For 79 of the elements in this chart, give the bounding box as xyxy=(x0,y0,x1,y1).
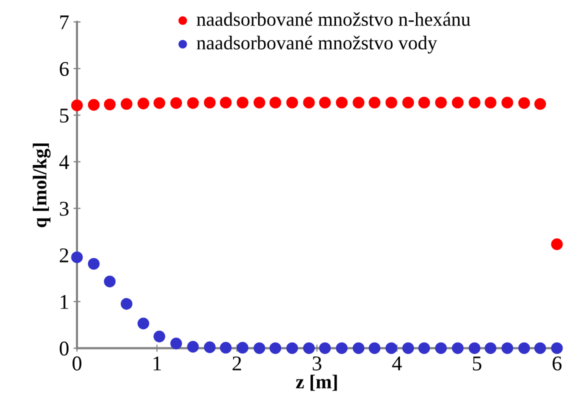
point xyxy=(336,342,348,354)
point xyxy=(468,342,480,354)
point xyxy=(88,258,100,270)
point xyxy=(220,342,232,354)
point xyxy=(402,96,414,108)
y-tick-label: 2 xyxy=(60,248,68,262)
point xyxy=(402,342,414,354)
point xyxy=(484,342,496,354)
point xyxy=(170,338,182,350)
point xyxy=(452,342,464,354)
point xyxy=(551,342,563,354)
point xyxy=(319,96,331,108)
point xyxy=(138,318,150,330)
point xyxy=(518,342,530,354)
legend-label: naadsorbované množstvo vody xyxy=(196,36,438,54)
point xyxy=(368,342,380,354)
point xyxy=(120,98,132,110)
y-tick-label: 5 xyxy=(60,108,69,123)
x-tick-label: 4 xyxy=(392,356,402,370)
x-tick-label: 5 xyxy=(472,356,482,370)
point xyxy=(220,96,232,108)
point xyxy=(138,98,150,110)
x-tick-label: 2 xyxy=(232,356,242,370)
point xyxy=(319,342,331,354)
point xyxy=(386,96,398,108)
point xyxy=(104,276,116,288)
point xyxy=(236,96,248,108)
point xyxy=(104,98,116,110)
point xyxy=(204,341,216,354)
point xyxy=(88,99,100,111)
point xyxy=(154,330,166,342)
point xyxy=(286,96,298,108)
point xyxy=(336,96,348,108)
point xyxy=(254,96,266,108)
point xyxy=(418,96,430,108)
point xyxy=(204,96,216,108)
point xyxy=(254,342,266,354)
x-axis-title: z [m] xyxy=(296,374,337,391)
point xyxy=(418,342,430,354)
y-tick-label: 4 xyxy=(59,155,70,169)
point xyxy=(303,96,315,108)
point xyxy=(452,96,464,108)
x-tick-label: 1 xyxy=(154,356,161,370)
point xyxy=(435,342,447,354)
point xyxy=(187,340,199,353)
x-tick-label: 0 xyxy=(72,356,82,370)
point xyxy=(270,342,282,354)
point xyxy=(386,342,398,354)
x-tick-label: 3 xyxy=(312,356,322,370)
point xyxy=(236,342,248,354)
point xyxy=(502,342,514,354)
point xyxy=(303,342,315,354)
point xyxy=(435,96,447,108)
point xyxy=(484,96,496,108)
x-tick-label: 6 xyxy=(552,356,562,370)
point xyxy=(518,97,530,109)
point xyxy=(551,238,563,250)
y-tick-label: 3 xyxy=(60,202,69,216)
point xyxy=(286,342,298,354)
point xyxy=(154,97,166,109)
point xyxy=(502,96,514,108)
y-tick-label: 7 xyxy=(60,16,69,30)
point xyxy=(71,100,83,112)
y-tick-label: 1 xyxy=(60,295,68,309)
point xyxy=(468,96,480,108)
y-axis-title: q [mol/kg] xyxy=(32,144,51,228)
y-tick-label: 0 xyxy=(60,342,69,356)
point xyxy=(120,298,132,310)
point xyxy=(187,97,199,109)
point xyxy=(170,97,182,109)
point xyxy=(352,342,364,354)
point xyxy=(368,96,380,108)
legend-label: naadsorbované množstvo n-hexánu xyxy=(196,12,470,26)
point xyxy=(270,96,282,108)
point xyxy=(352,96,364,108)
point xyxy=(534,342,546,354)
point xyxy=(534,98,546,110)
y-tick-label: 6 xyxy=(60,62,69,76)
point xyxy=(71,251,83,264)
